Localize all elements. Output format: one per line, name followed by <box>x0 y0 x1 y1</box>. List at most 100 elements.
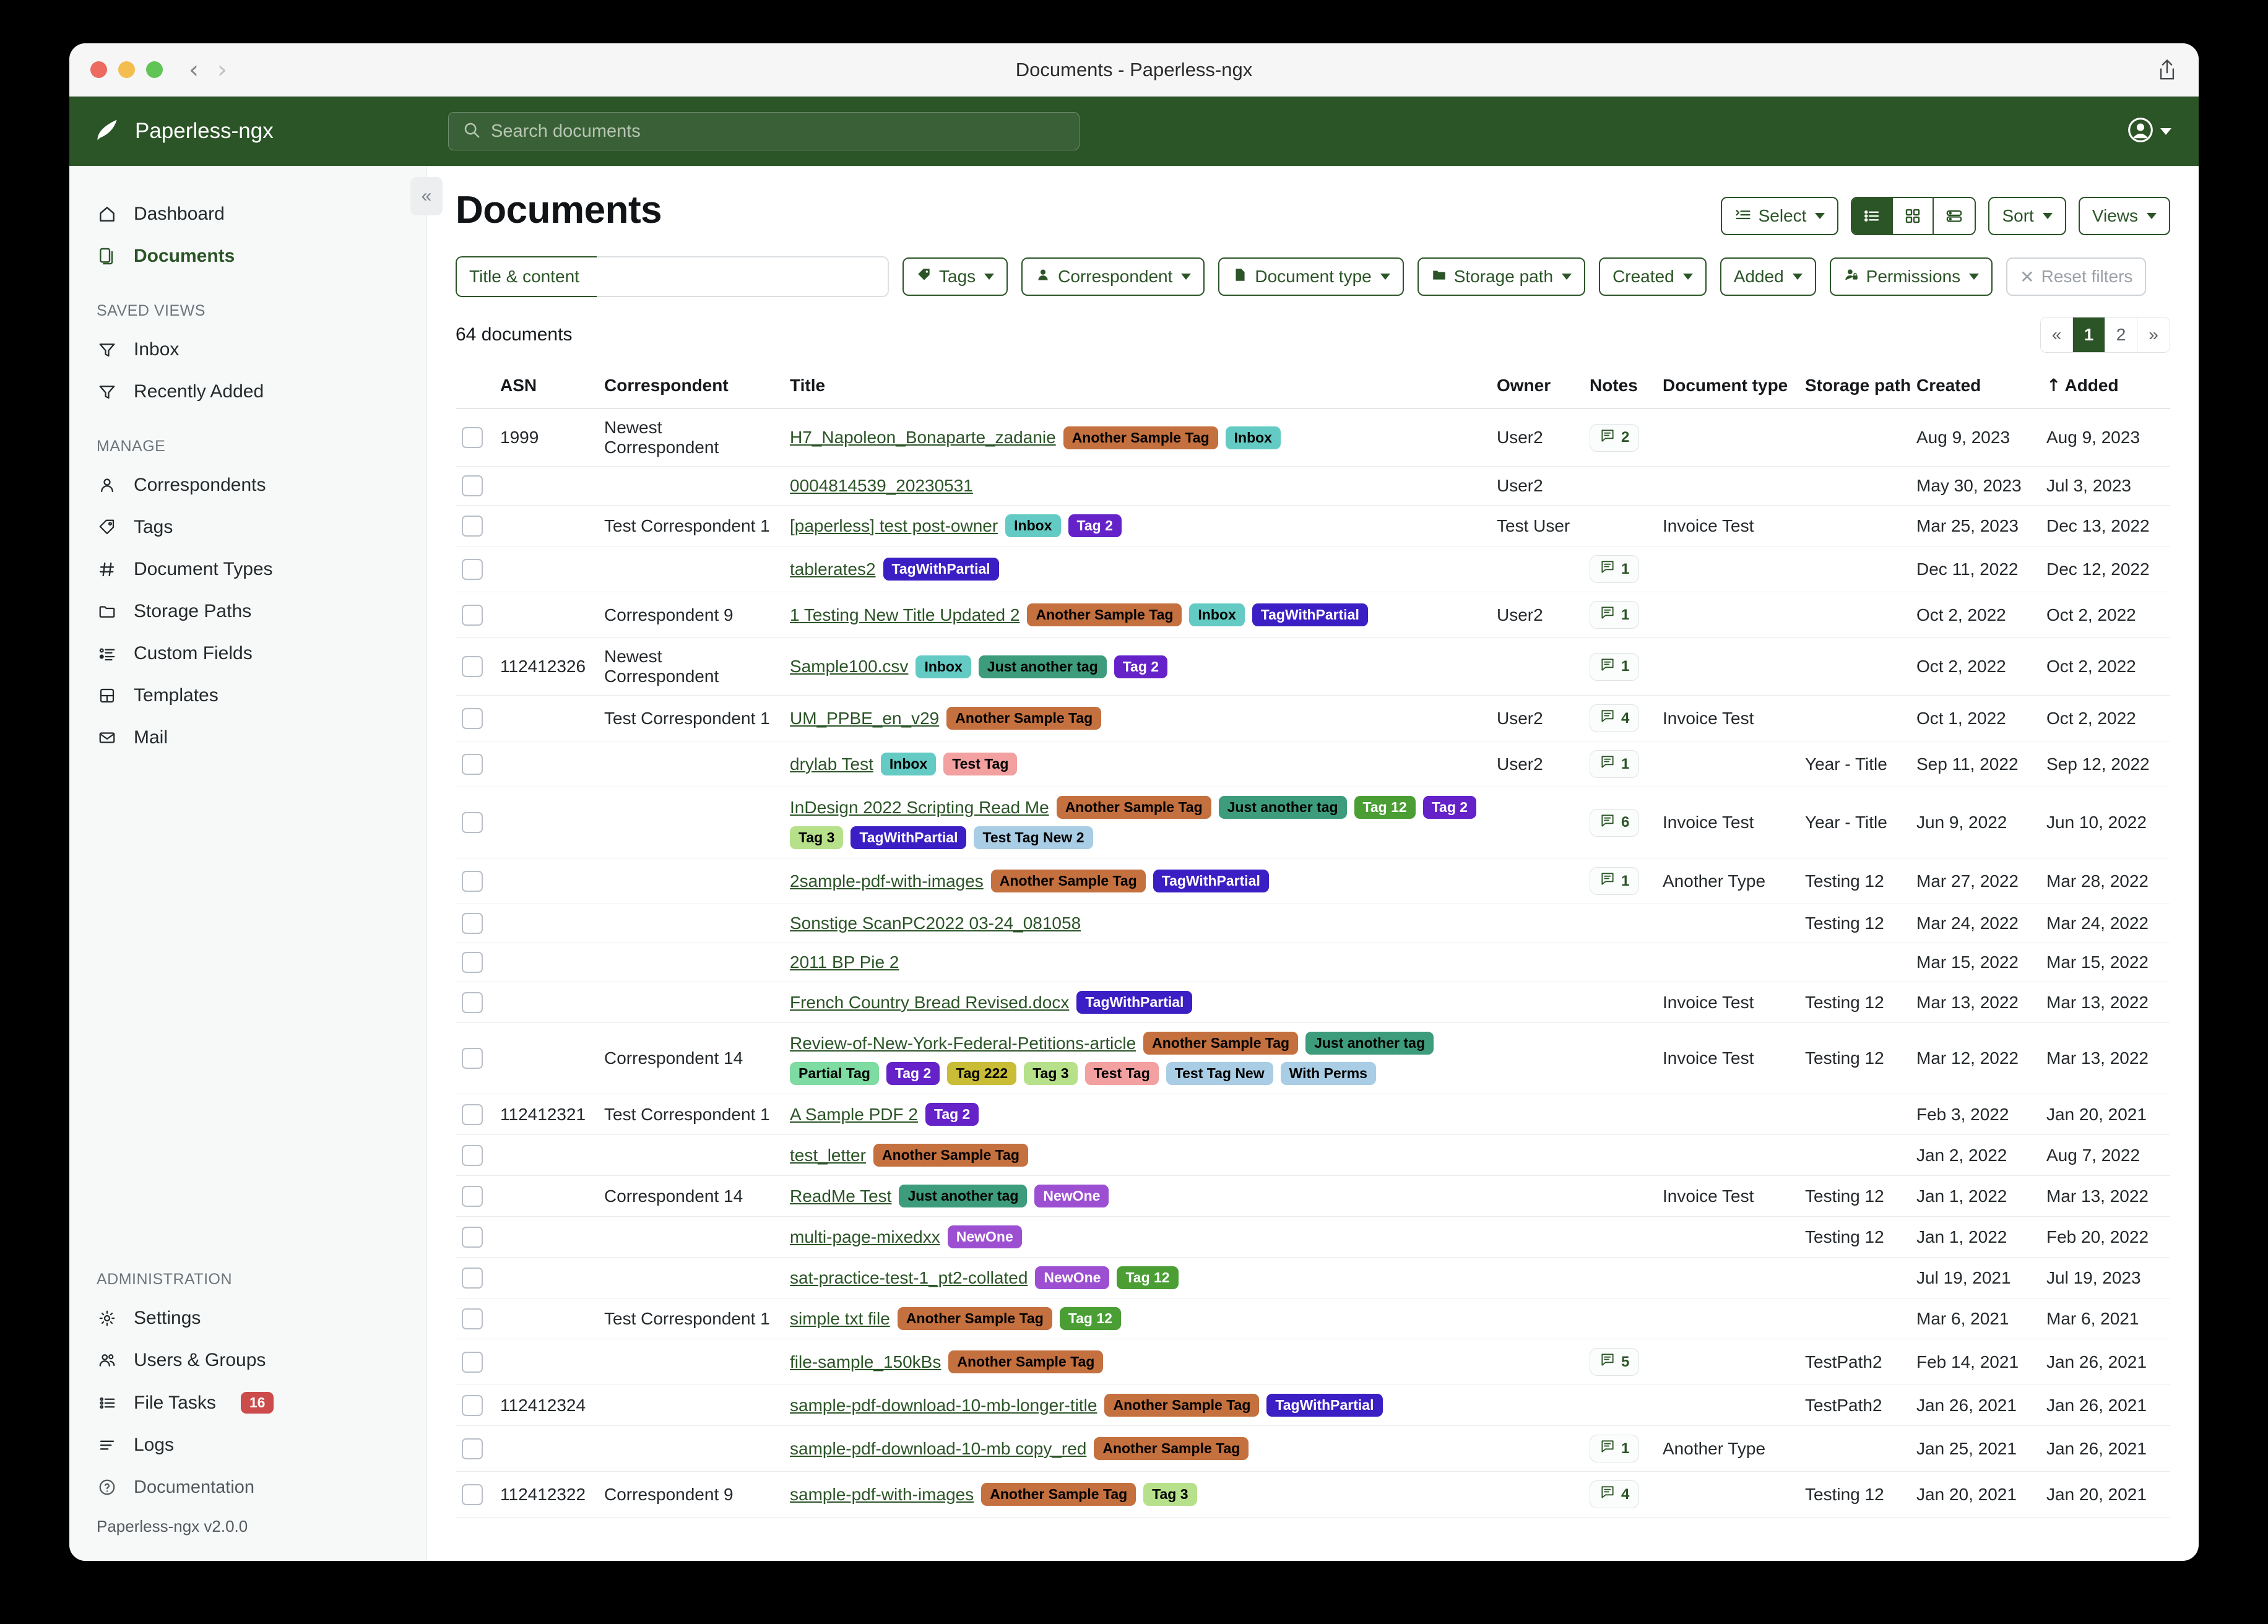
filter-added-button[interactable]: Added <box>1720 257 1816 296</box>
tag-badge[interactable]: Tag 2 <box>886 1062 940 1085</box>
tag-badge[interactable]: Tag 3 <box>790 826 844 849</box>
document-title-link[interactable]: [paperless] test post-owner <box>790 516 998 535</box>
brand[interactable]: Paperless-ngx <box>94 116 441 147</box>
filter-created-button[interactable]: Created <box>1599 257 1707 296</box>
document-title-link[interactable]: Sample100.csv <box>790 657 909 676</box>
document-title-link[interactable]: simple txt file <box>790 1308 890 1328</box>
sidebar-item-documents[interactable]: Documents <box>69 235 426 277</box>
table-row[interactable]: tablerates2 TagWithPartial 1 Dec 11, 2022 De… <box>456 546 2170 592</box>
tag-badge[interactable]: Another Sample Tag <box>981 1483 1136 1506</box>
sidebar-item-mail[interactable]: Mail <box>69 717 426 759</box>
tag-badge[interactable]: Just another tag <box>1305 1032 1434 1055</box>
document-title-link[interactable]: drylab Test <box>790 754 873 774</box>
document-title-link[interactable]: sample-pdf-download-10-mb copy_red <box>790 1438 1087 1458</box>
row-checkbox[interactable] <box>462 1048 483 1069</box>
row-checkbox[interactable] <box>462 707 483 729</box>
sidebar-item-tags[interactable]: Tags <box>69 506 426 548</box>
table-row[interactable]: 112412322 Correspondent 9 sample-pdf-with-… <box>456 1471 2170 1518</box>
table-row[interactable]: Test Correspondent 1 UM_PPBE_en_v29 Anothe… <box>456 695 2170 741</box>
column-header-correspondent[interactable]: Correspondent <box>598 368 784 409</box>
document-title-link[interactable]: file-sample_150kBs <box>790 1352 941 1371</box>
tag-badge[interactable]: NewOne <box>947 1225 1022 1248</box>
pagination-page-1[interactable]: 1 <box>2073 317 2105 352</box>
tag-badge[interactable]: Just another tag <box>1218 796 1347 819</box>
sidebar-item-settings[interactable]: Settings <box>69 1297 426 1339</box>
filter-document-type-button[interactable]: Document type <box>1218 257 1404 296</box>
title-content-dropdown[interactable]: Title & content <box>456 256 597 297</box>
tag-badge[interactable]: Another Sample Tag <box>1056 796 1211 819</box>
notes-pill[interactable]: 1 <box>1590 750 1640 778</box>
notes-pill[interactable]: 4 <box>1590 1480 1640 1508</box>
pagination-page-2[interactable]: 2 <box>2105 317 2137 352</box>
row-checkbox[interactable] <box>462 558 483 580</box>
document-title-link[interactable]: multi-page-mixedxx <box>790 1227 940 1246</box>
row-checkbox[interactable] <box>462 427 483 448</box>
table-row[interactable]: sample-pdf-download-10-mb copy_red Anothe… <box>456 1425 2170 1472</box>
table-row[interactable]: sat-practice-test-1_pt2-collated NewOne Ta… <box>456 1257 2170 1298</box>
tag-badge[interactable]: Test Tag <box>943 753 1018 775</box>
column-header-document-type[interactable]: Document type <box>1656 368 1799 409</box>
tag-badge[interactable]: TagWithPartial <box>883 558 999 581</box>
sidebar-item-file-tasks[interactable]: File Tasks 16 <box>69 1381 426 1424</box>
views-button[interactable]: Views <box>2078 197 2170 235</box>
tag-badge[interactable]: Inbox <box>915 655 971 678</box>
sidebar-item-dashboard[interactable]: Dashboard <box>69 193 426 235</box>
document-title-link[interactable]: Review-of-New-York-Federal-Petitions-art… <box>790 1033 1136 1053</box>
column-header-added[interactable]: ↑ Added <box>2040 368 2170 409</box>
tag-badge[interactable]: Tag 12 <box>1117 1266 1179 1289</box>
table-row[interactable]: InDesign 2022 Scripting Read Me Another S… <box>456 787 2170 858</box>
tag-badge[interactable]: NewOne <box>1034 1185 1109 1207</box>
notes-pill[interactable]: 1 <box>1590 1435 1640 1462</box>
document-title-link[interactable]: A Sample PDF 2 <box>790 1104 918 1124</box>
column-header-notes[interactable]: Notes <box>1583 368 1656 409</box>
sidebar-item-document-types[interactable]: Document Types <box>69 548 426 590</box>
user-menu[interactable] <box>2127 116 2171 147</box>
sidebar-item-users-groups[interactable]: Users & Groups <box>69 1339 426 1381</box>
document-title-link[interactable]: sample-pdf-download-10-mb-longer-title <box>790 1395 1097 1415</box>
row-checkbox[interactable] <box>462 1484 483 1505</box>
sidebar-item-templates[interactable]: Templates <box>69 675 426 717</box>
table-row[interactable]: Test Correspondent 1 simple txt file Anoth… <box>456 1298 2170 1339</box>
tag-badge[interactable]: Another Sample Tag <box>948 1350 1104 1373</box>
pagination-last[interactable]: » <box>2137 317 2170 352</box>
maximize-window-button[interactable] <box>146 61 163 78</box>
tag-badge[interactable]: Another Sample Tag <box>1094 1437 1249 1460</box>
notes-pill[interactable]: 4 <box>1590 704 1640 732</box>
tag-badge[interactable]: Test Tag <box>1084 1062 1159 1085</box>
tag-badge[interactable]: Tag 2 <box>1114 655 1168 678</box>
notes-pill[interactable]: 1 <box>1590 555 1640 583</box>
column-header-storage-path[interactable]: Storage path <box>1799 368 1911 409</box>
sort-button[interactable]: Sort <box>1988 197 2066 235</box>
tag-badge[interactable]: TagWithPartial <box>850 826 967 849</box>
table-row[interactable]: test_letter Another Sample Tag Jan 2, 2022… <box>456 1134 2170 1176</box>
tag-badge[interactable]: Another Sample Tag <box>1104 1394 1260 1417</box>
table-row[interactable]: Test Correspondent 1 [paperless] test pos… <box>456 505 2170 546</box>
column-header-asn[interactable]: ASN <box>494 368 598 409</box>
document-title-link[interactable]: 0004814539_20230531 <box>790 476 973 495</box>
document-title-link[interactable]: InDesign 2022 Scripting Read Me <box>790 797 1049 817</box>
row-checkbox[interactable] <box>462 870 483 892</box>
notes-pill[interactable]: 1 <box>1590 652 1640 681</box>
table-row[interactable]: 2sample-pdf-with-images Another Sample Ta… <box>456 858 2170 904</box>
detail-view-button[interactable] <box>1934 198 1975 234</box>
row-checkbox[interactable] <box>462 1185 483 1207</box>
row-checkbox[interactable] <box>462 913 483 934</box>
document-title-link[interactable]: 1 Testing New Title Updated 2 <box>790 605 1020 624</box>
table-row[interactable]: Correspondent 14 Review-of-New-York-Feder… <box>456 1022 2170 1094</box>
tag-badge[interactable]: Tag 12 <box>1354 796 1416 819</box>
document-title-link[interactable]: sample-pdf-with-images <box>790 1484 974 1504</box>
tag-badge[interactable]: Tag 3 <box>1143 1483 1197 1506</box>
global-search-input[interactable]: Search documents <box>448 112 1080 150</box>
column-header-title[interactable]: Title <box>784 368 1491 409</box>
notes-pill[interactable]: 1 <box>1590 601 1640 629</box>
notes-pill[interactable]: 6 <box>1590 808 1640 837</box>
document-title-link[interactable]: H7_Napoleon_Bonaparte_zadanie <box>790 428 1056 447</box>
tag-badge[interactable]: TagWithPartial <box>1076 991 1193 1014</box>
table-row[interactable]: 112412324 sample-pdf-download-10-mb-longe… <box>456 1384 2170 1426</box>
row-checkbox[interactable] <box>462 1438 483 1459</box>
tag-badge[interactable]: Inbox <box>1189 603 1245 626</box>
forward-icon[interactable]: › <box>217 55 227 84</box>
tag-badge[interactable]: Tag 2 <box>1422 796 1477 819</box>
